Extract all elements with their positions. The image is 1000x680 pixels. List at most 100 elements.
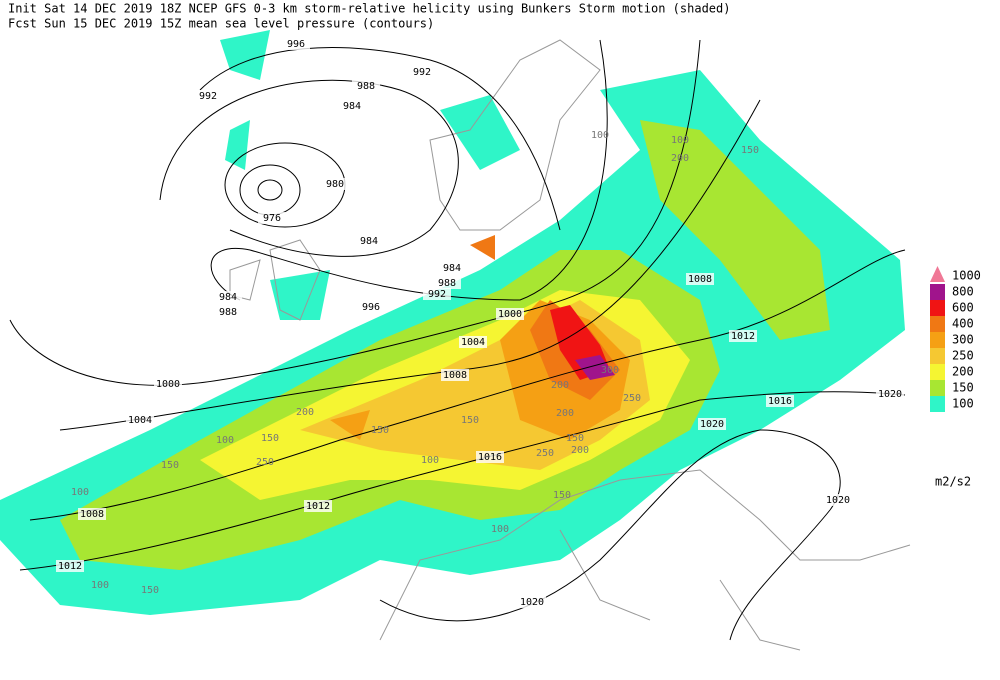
legend-label: 300 (952, 333, 974, 347)
field-label: 100 (71, 487, 89, 498)
contour-label: 992 (413, 67, 431, 78)
contour-label: 996 (287, 39, 305, 50)
field-label: 250 (536, 448, 554, 459)
contour-label: 1020 (700, 419, 724, 430)
field-label: 150 (553, 490, 571, 501)
contour-label-bg (459, 336, 487, 348)
contour-label-bg (441, 369, 469, 381)
contour-label-bg (214, 306, 242, 318)
contour-label-bg (518, 596, 546, 608)
shading (0, 30, 905, 615)
field-label: 100 (491, 524, 509, 535)
contour-label: 984 (343, 101, 361, 112)
legend-swatch (930, 266, 945, 282)
contour-label: 980 (326, 179, 344, 190)
contour-label-bg (154, 378, 182, 390)
field-label: 200 (551, 380, 569, 391)
legend-label: 800 (952, 285, 974, 299)
contour-label: 992 (428, 289, 446, 300)
contour-label: 1020 (520, 597, 544, 608)
contour-label-bg (876, 388, 904, 400)
coastlines (229, 39, 911, 651)
legend-label: 250 (952, 349, 974, 363)
contour-label: 1008 (688, 274, 712, 285)
contour-label: 996 (362, 302, 380, 313)
contour-label-bg (352, 80, 380, 92)
contour-label: 1020 (878, 389, 902, 400)
field-label: 150 (161, 460, 179, 471)
contour-label: 984 (219, 292, 237, 303)
contour-label: 1012 (58, 561, 82, 572)
legend-label: 1000 (952, 269, 981, 283)
contour-label: 984 (360, 236, 378, 247)
contour-label: 976 (263, 213, 281, 224)
contour-label: 984 (443, 263, 461, 274)
legend-swatch (930, 364, 945, 380)
contour-label-bg (78, 508, 106, 520)
field-label: 100 (91, 580, 109, 591)
contour-label-bg (194, 90, 222, 102)
contour-label-bg (496, 308, 524, 320)
legend-swatch (930, 348, 945, 364)
contour-label-bg (304, 500, 332, 512)
field-label: 150 (461, 415, 479, 426)
contour-label: 988 (219, 307, 237, 318)
contour-label-bg (126, 414, 154, 426)
field-label: 250 (623, 393, 641, 404)
contour-label: 1008 (443, 370, 467, 381)
header-line: Init Sat 14 DEC 2019 18Z NCEP GFS 0-3 km… (8, 2, 730, 16)
field-label: 200 (671, 153, 689, 164)
legend-label: 600 (952, 301, 974, 315)
legend-swatch (930, 300, 945, 316)
field-label: 150 (566, 433, 584, 444)
legend-label: 200 (952, 365, 974, 379)
contour-label: 1004 (461, 337, 485, 348)
contour-label: 1012 (306, 501, 330, 512)
field-label: 200 (571, 445, 589, 456)
field-label: 200 (296, 407, 314, 418)
isobars (9, 39, 906, 641)
contour-label-bg (321, 178, 349, 190)
field-label: 100 (671, 135, 689, 146)
field-label: 100 (216, 435, 234, 446)
contour-label-bg (258, 212, 286, 224)
field-label: 150 (741, 145, 759, 156)
field-label: 150 (141, 585, 159, 596)
header-line: Fcst Sun 15 DEC 2019 15Z mean sea level … (8, 17, 434, 31)
field-label: 150 (371, 425, 389, 436)
legend-unit: m2/s2 (935, 475, 971, 489)
contour-label: 992 (199, 91, 217, 102)
contour-label-bg (698, 418, 726, 430)
legend-label: 400 (952, 317, 974, 331)
labels: 1000800600400300250200150100996992992988… (56, 38, 981, 608)
contour-label-bg (824, 494, 852, 506)
contour-label-bg (357, 301, 385, 313)
contour-label: 1004 (128, 415, 152, 426)
contour-label-bg (355, 235, 383, 247)
contour-label: 1000 (156, 379, 180, 390)
contour-label-bg (433, 277, 461, 289)
contour-label: 1000 (498, 309, 522, 320)
contour-label-bg (686, 273, 714, 285)
contour-label: 1020 (826, 495, 850, 506)
contour-label-bg (282, 38, 310, 50)
contour-label-bg (214, 291, 242, 303)
field-label: 100 (591, 130, 609, 141)
contour-label: 1008 (80, 509, 104, 520)
contour-label-bg (408, 66, 436, 78)
contour-label-bg (56, 560, 84, 572)
field-label: 200 (556, 408, 574, 419)
contour-label-bg (729, 330, 757, 342)
field-label: 300 (601, 365, 619, 376)
legend-label: 150 (952, 381, 974, 395)
contour-label-bg (766, 395, 794, 407)
contour-label-bg (476, 451, 504, 463)
legend-swatch (930, 316, 945, 332)
legend-swatch (930, 380, 945, 396)
contour-label: 988 (357, 81, 375, 92)
field-label: 250 (256, 457, 274, 468)
contour-label: 1016 (768, 396, 792, 407)
contour-label: 988 (438, 278, 456, 289)
contour-label-bg (338, 100, 366, 112)
